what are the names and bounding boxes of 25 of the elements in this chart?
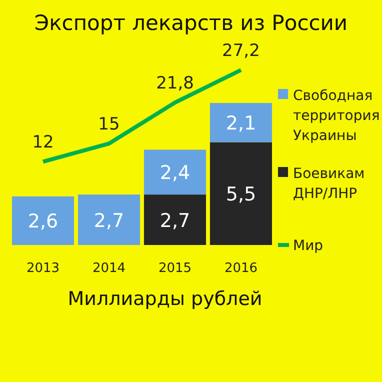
data-label: 12 [32, 132, 54, 153]
bar [12, 196, 74, 245]
data-label: 21,8 [156, 74, 194, 94]
legend-label: Боевикам ДНР/ЛНР [293, 166, 365, 202]
data-label: 2,7 [160, 210, 190, 232]
x-tick-label: 2014 [92, 261, 126, 276]
data-label: 27,2 [222, 41, 260, 61]
legend-label: Мир [293, 238, 324, 254]
bar [210, 103, 272, 142]
bar [78, 194, 140, 245]
data-label: 5,5 [226, 184, 256, 206]
data-label: 2,7 [94, 210, 124, 232]
bar [144, 150, 206, 195]
chart-title: Экспорт лекарств из России [34, 11, 348, 35]
x-tick-label: 2016 [224, 261, 258, 276]
data-label: 2,6 [28, 210, 58, 233]
text: Миллиарды рублей [68, 288, 262, 310]
legend-label: Свободная территория Украины [293, 88, 380, 144]
data-label: 2,4 [160, 162, 190, 184]
bar [210, 142, 272, 245]
bar [144, 194, 206, 245]
data-label: 2,1 [226, 112, 256, 135]
x-tick-label: 2015 [158, 261, 192, 276]
data-label: 15 [98, 114, 120, 135]
x-tick-label: 2013 [26, 261, 60, 276]
